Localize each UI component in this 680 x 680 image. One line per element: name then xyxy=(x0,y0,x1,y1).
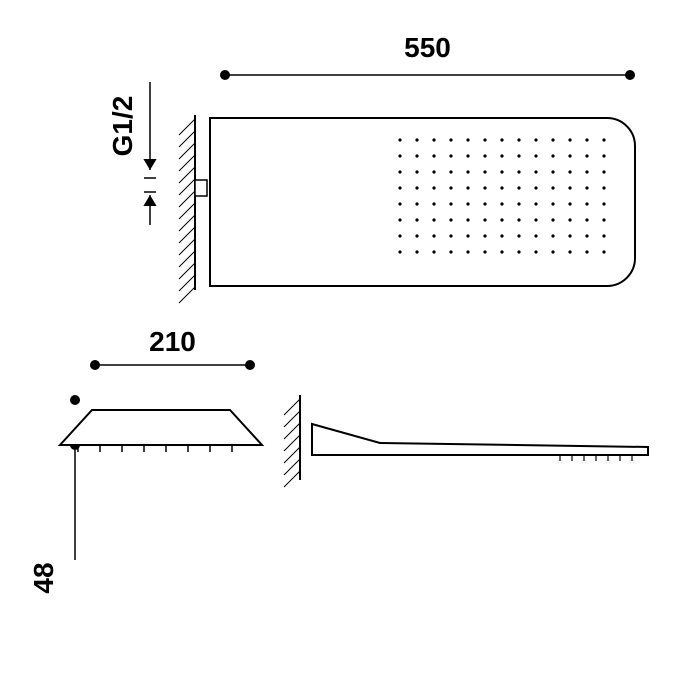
dim-48: 48 xyxy=(28,562,59,593)
dim-g12: G1/2 xyxy=(107,96,138,157)
dim-550: 550 xyxy=(404,32,451,63)
profile-left xyxy=(60,410,262,445)
profile-right xyxy=(312,424,648,455)
shower-head-top xyxy=(210,118,635,286)
dim-210: 210 xyxy=(149,326,196,357)
